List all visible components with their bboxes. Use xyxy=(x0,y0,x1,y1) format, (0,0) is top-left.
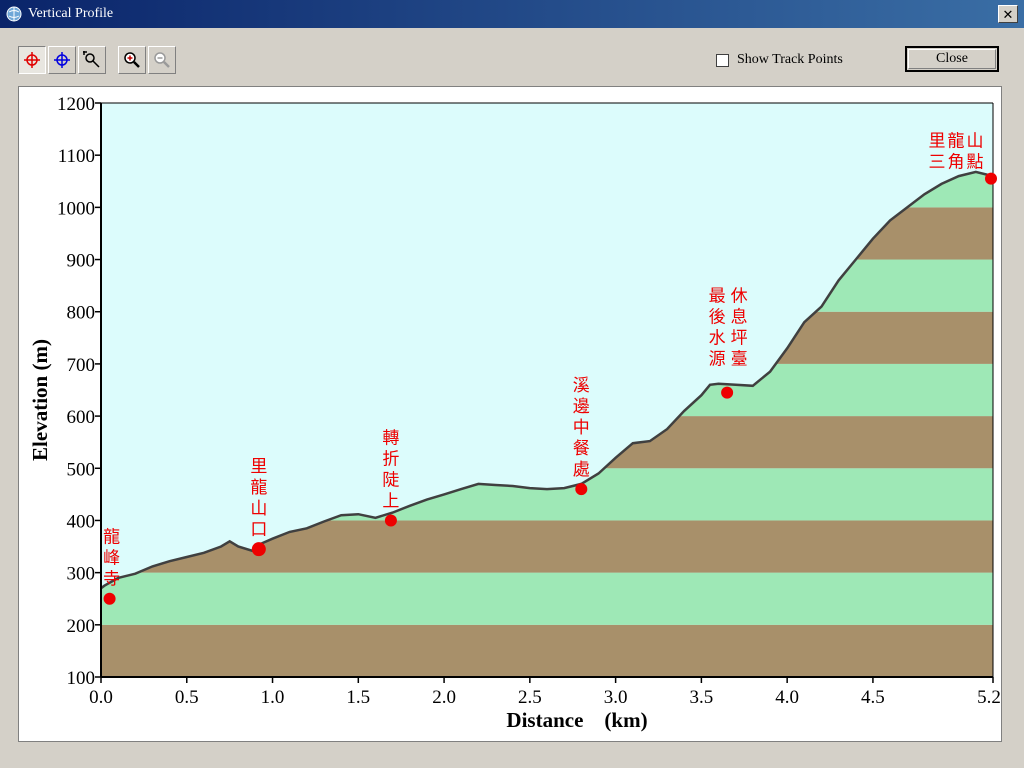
waypoint-label-char: 水 xyxy=(709,329,726,349)
waypoint-label-char: 最 xyxy=(709,287,726,307)
show-track-points-control[interactable]: Show Track Points xyxy=(716,52,843,68)
elevation-band xyxy=(101,572,993,625)
plot-frame: 100 200 300 400 500 600 700 800 900 1000 1100 1200 0… xyxy=(18,86,1002,742)
zoom-in-button[interactable] xyxy=(118,46,146,74)
x-tick-label: 4.0 xyxy=(775,687,799,708)
y-tick-label: 1200 xyxy=(57,94,95,115)
show-track-points-label[interactable]: Show Track Points xyxy=(737,52,843,67)
x-tick-label: 0.0 xyxy=(89,687,113,708)
window-title: Vertical Profile xyxy=(28,6,114,21)
title-bar: Vertical Profile ✕ xyxy=(0,0,1024,28)
toolbar xyxy=(18,46,178,76)
x-tick-label: 2.0 xyxy=(432,687,456,708)
waypoint-marker xyxy=(575,483,588,496)
globe-icon xyxy=(6,6,22,22)
waypoint-label-char: 處 xyxy=(573,460,590,480)
waypoint-label-char: 上 xyxy=(382,491,399,511)
x-tick-label: 1.5 xyxy=(346,687,370,708)
select-point-red-button[interactable] xyxy=(18,46,46,74)
y-tick-label: 400 xyxy=(67,511,96,532)
close-button-label: Close xyxy=(936,51,968,66)
waypoint-marker xyxy=(384,514,397,527)
waypoint-marker xyxy=(251,542,266,557)
waypoint-label-char: 後 xyxy=(709,308,726,328)
waypoint-label-char: 山 xyxy=(250,499,267,519)
waypoint-label-char: 龍 xyxy=(103,528,120,548)
y-tick-label: 1100 xyxy=(58,146,95,167)
waypoint-label-char: 中 xyxy=(573,418,590,438)
waypoint-label-char: 折 xyxy=(382,449,399,469)
waypoint-marker xyxy=(985,172,997,185)
zoom-region-icon xyxy=(83,51,100,68)
zoom-out-icon xyxy=(154,52,170,68)
y-tick-label: 100 xyxy=(67,668,96,689)
zoom-out-button[interactable] xyxy=(148,46,176,74)
window-close-button[interactable]: ✕ xyxy=(998,5,1018,23)
zoom-in-icon xyxy=(124,52,140,68)
y-tick-label: 500 xyxy=(67,459,96,480)
y-tick-label: 800 xyxy=(67,303,96,324)
waypoint-label-char: 休 xyxy=(731,287,748,307)
waypoint-label-row: 三角點 xyxy=(929,153,986,173)
x-tick-label: 3.5 xyxy=(690,687,714,708)
waypoint-label-char: 餐 xyxy=(573,439,590,459)
select-point-red-icon xyxy=(24,52,40,68)
show-track-points-checkbox[interactable] xyxy=(716,53,729,67)
waypoint-label-char: 里 xyxy=(250,457,267,477)
y-tick-label: 600 xyxy=(67,407,96,428)
select-point-blue-button[interactable] xyxy=(48,46,76,74)
toolbar-separator xyxy=(108,46,118,76)
waypoint-label-char: 溪 xyxy=(573,376,590,396)
x-tick-label: 0.5 xyxy=(175,687,199,708)
y-axis-label: Elevation (m) xyxy=(28,339,52,461)
close-button[interactable]: Close xyxy=(905,46,999,72)
elevation-band xyxy=(101,624,993,677)
waypoint-label-char: 峰 xyxy=(103,549,120,569)
x-axis-label: Distance (km) xyxy=(506,708,647,732)
waypoint-label-char: 息 xyxy=(731,308,748,328)
waypoint-label-char: 坪 xyxy=(731,329,748,349)
y-tick-label: 200 xyxy=(67,616,96,637)
select-point-blue-icon xyxy=(54,52,70,68)
waypoint-label-char: 口 xyxy=(250,520,267,540)
waypoint-label-char: 龍 xyxy=(250,478,267,498)
waypoint-label-char: 寺 xyxy=(103,570,120,590)
y-tick-label: 700 xyxy=(67,355,96,376)
bottom-strip xyxy=(0,748,1024,768)
waypoint-label-row: 里龍山 xyxy=(929,132,986,152)
elevation-profile-chart: 100 200 300 400 500 600 700 800 900 1000 1100 1200 0… xyxy=(28,94,1001,732)
x-tick-label: 5.2 xyxy=(977,687,1001,708)
x-tick-label: 3.0 xyxy=(604,687,628,708)
waypoint-label-char: 臺 xyxy=(731,350,748,370)
y-tick-label: 900 xyxy=(67,251,96,272)
x-tick-label: 4.5 xyxy=(861,687,885,708)
y-tick-label: 300 xyxy=(67,564,96,585)
waypoint-label-char: 轉 xyxy=(382,428,399,448)
waypoint-marker xyxy=(721,386,734,399)
waypoint-marker xyxy=(103,592,116,605)
waypoint-label-char: 邊 xyxy=(573,397,590,417)
x-tick-label: 1.0 xyxy=(261,687,285,708)
profile-line xyxy=(100,170,994,590)
x-tick-label: 2.5 xyxy=(518,687,542,708)
waypoint-label-char: 源 xyxy=(709,350,726,370)
y-tick-label: 1000 xyxy=(57,198,95,219)
waypoint-label-char: 陡 xyxy=(382,470,399,490)
zoom-region-button[interactable] xyxy=(78,46,106,74)
